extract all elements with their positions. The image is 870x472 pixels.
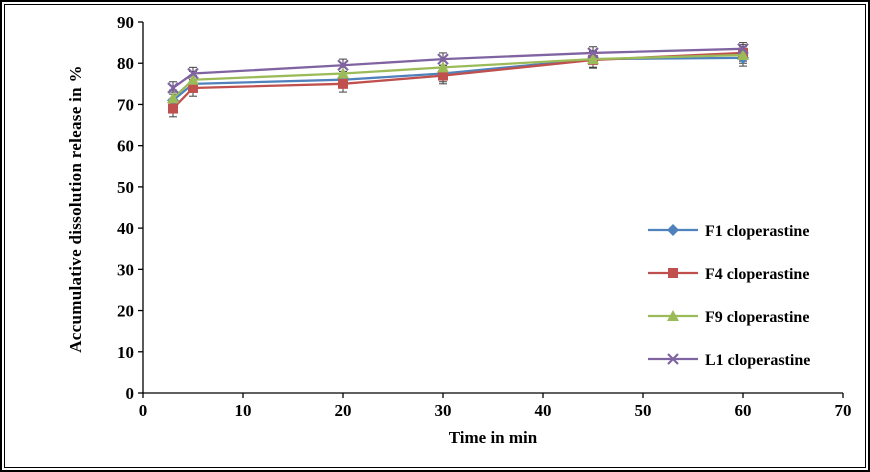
legend-label: F1 cloperastine — [705, 223, 809, 240]
x-axis-title: Time in min — [448, 428, 538, 447]
x-tick-label: 50 — [635, 401, 652, 420]
y-tick-label: 70 — [117, 95, 134, 114]
x-tick-label: 10 — [235, 401, 252, 420]
axes: 0 10 20 30 40 50 60 70 0 10 20 30 40 50 60 70 80 90 — [117, 13, 852, 420]
legend-label: F9 cloperastine — [705, 309, 809, 326]
y-tick-label: 80 — [117, 54, 134, 73]
series-l1-cloperastine — [167, 43, 749, 94]
y-tick-label: 90 — [117, 13, 134, 32]
x-tick-label: 60 — [735, 401, 752, 420]
x-tick-label: 70 — [835, 401, 852, 420]
error-bars — [169, 42, 747, 118]
legend-item-l1-cloperastine: L1 cloperastine — [648, 352, 810, 369]
legend-label: F4 cloperastine — [705, 266, 809, 283]
y-tick-label: 60 — [117, 137, 134, 156]
y-tick-label: 20 — [117, 302, 134, 321]
y-tick-label: 0 — [126, 384, 135, 403]
legend: F1 cloperastine F4 cloperastine F9 clopera… — [648, 223, 810, 369]
legend-label: L1 cloperastine — [705, 352, 810, 369]
y-axis-title: Accumulative dissolution release in % — [66, 65, 85, 353]
legend-item-f9-cloperastine: F9 cloperastine — [648, 309, 809, 326]
y-tick-label: 30 — [117, 260, 134, 279]
y-tick-label: 10 — [117, 343, 134, 362]
legend-item-f4-cloperastine: F4 cloperastine — [648, 266, 809, 283]
x-tick-label: 20 — [335, 401, 352, 420]
x-tick-label: 40 — [535, 401, 552, 420]
y-tick-label: 50 — [117, 178, 134, 197]
y-tick-label: 40 — [117, 219, 134, 238]
series-f9-cloperastine — [167, 48, 749, 104]
series-f1-cloperastine — [167, 51, 749, 107]
legend-item-f1-cloperastine: F1 cloperastine — [648, 223, 809, 240]
x-tick-label: 0 — [139, 401, 148, 420]
x-tick-label: 30 — [435, 401, 452, 420]
